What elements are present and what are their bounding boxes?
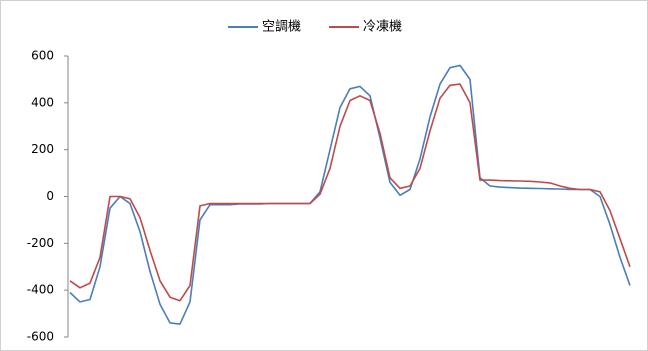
series-line [69,64,631,325]
y-tick-label: 200 [31,142,54,156]
legend-label: 冷凍機 [363,19,402,35]
y-tick-label: -400 [27,283,54,297]
y-tick-label: -200 [27,236,54,250]
y-tick-label: 400 [31,95,54,109]
series-line [69,83,631,302]
y-tick-label: 600 [31,49,54,63]
legend-label: 空調機 [262,20,301,35]
y-tick-label: 0 [46,189,54,203]
y-tick-label: -600 [27,330,54,344]
